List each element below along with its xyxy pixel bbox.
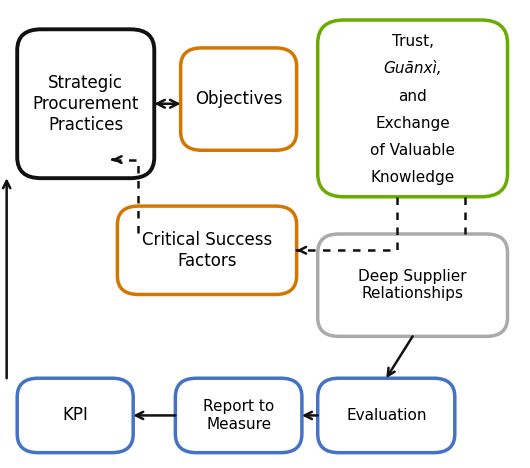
FancyBboxPatch shape (181, 48, 297, 150)
Text: Guānxì,: Guānxì, (383, 61, 442, 76)
Text: Critical Success
Factors: Critical Success Factors (142, 231, 272, 270)
Text: Trust,: Trust, (392, 34, 434, 49)
FancyBboxPatch shape (17, 29, 154, 178)
FancyArrowPatch shape (112, 156, 121, 163)
Text: Evaluation: Evaluation (346, 408, 427, 423)
Text: and: and (398, 88, 427, 103)
Text: Objectives: Objectives (195, 90, 282, 108)
FancyBboxPatch shape (17, 378, 133, 453)
Text: Knowledge: Knowledge (370, 170, 455, 185)
Text: Strategic
Procurement
Practices: Strategic Procurement Practices (32, 74, 139, 133)
FancyArrowPatch shape (388, 336, 413, 376)
FancyBboxPatch shape (317, 20, 508, 197)
FancyArrowPatch shape (3, 181, 10, 378)
Text: Deep Supplier
Relationships: Deep Supplier Relationships (358, 269, 467, 301)
FancyArrowPatch shape (297, 247, 306, 254)
FancyBboxPatch shape (175, 378, 302, 453)
FancyBboxPatch shape (117, 206, 297, 294)
Text: Exchange: Exchange (375, 116, 450, 131)
Text: Report to
Measure: Report to Measure (203, 399, 274, 431)
FancyArrowPatch shape (305, 412, 317, 419)
Text: of Valuable: of Valuable (370, 143, 455, 158)
FancyBboxPatch shape (317, 234, 508, 336)
FancyArrowPatch shape (157, 100, 178, 108)
Text: KPI: KPI (62, 406, 88, 424)
FancyArrowPatch shape (136, 412, 175, 419)
FancyBboxPatch shape (317, 378, 455, 453)
